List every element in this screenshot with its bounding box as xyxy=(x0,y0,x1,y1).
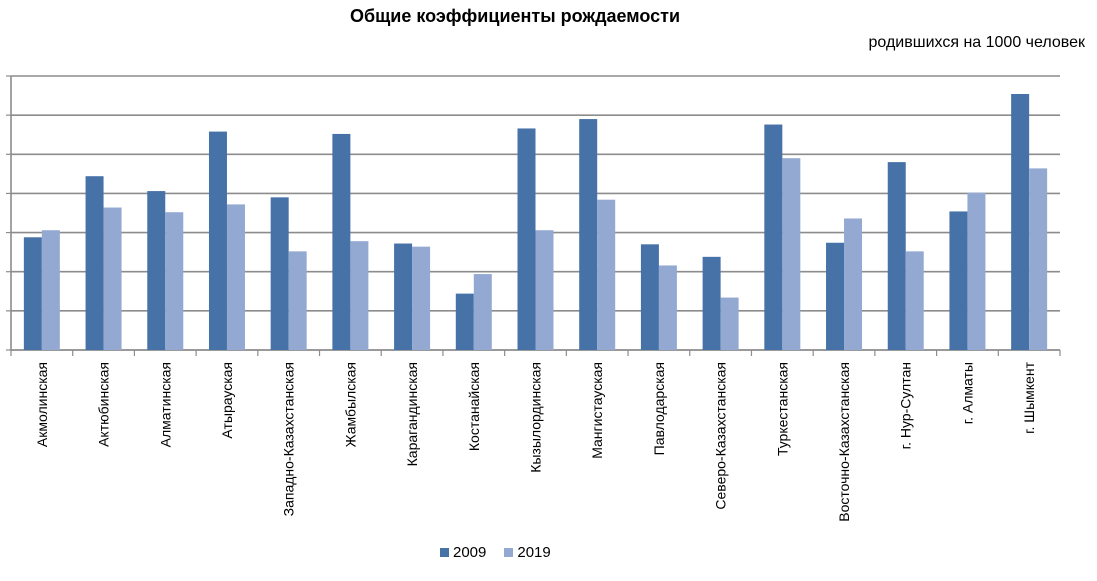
bar-2009-6 xyxy=(394,243,413,350)
category-label: г. Шымкент xyxy=(1021,361,1037,433)
bar-2009-0 xyxy=(23,237,42,350)
category-label: Алматинская xyxy=(157,362,173,447)
category-label: Актюбинская xyxy=(96,362,112,447)
bar-2009-10 xyxy=(640,244,659,350)
bar-2009-11 xyxy=(702,256,721,350)
category-label: Павлодарская xyxy=(651,362,667,455)
bar-2009-8 xyxy=(517,128,536,350)
category-label: Карагандинская xyxy=(404,362,420,466)
bar-2019-8 xyxy=(535,230,554,350)
legend-item-2019: 2019 xyxy=(504,544,551,561)
bar-2009-1 xyxy=(85,176,104,350)
category-label: г. Алматы xyxy=(959,362,975,424)
bar-2009-16 xyxy=(1011,94,1030,351)
bar-2019-14 xyxy=(905,251,924,350)
bar-2019-12 xyxy=(782,158,801,350)
bar-2019-9 xyxy=(597,199,616,350)
legend-swatch-2019 xyxy=(504,548,514,557)
bar-2009-7 xyxy=(455,293,474,350)
bar-2019-15 xyxy=(967,192,986,350)
category-label: г. Нур-Султан xyxy=(898,362,914,449)
chart-title: Общие коэффициенты рождаемости xyxy=(349,6,681,26)
category-label: Мангистауская xyxy=(589,362,605,459)
bar-2019-13 xyxy=(844,218,863,350)
category-label: Туркестанская xyxy=(774,362,790,456)
legend: 2009 2019 xyxy=(440,544,569,561)
chart-subtitle: родившихся на 1000 человек xyxy=(868,34,1085,51)
bar-2009-12 xyxy=(764,124,783,350)
legend-label-2009: 2009 xyxy=(453,544,487,561)
bar-2009-3 xyxy=(208,131,227,350)
bar-2019-6 xyxy=(412,246,431,350)
category-label: Северо-Казахстанская xyxy=(713,362,729,510)
category-label: Костанайская xyxy=(466,362,482,451)
legend-item-2009: 2009 xyxy=(440,544,486,561)
category-label: Жамбылская xyxy=(342,362,358,447)
legend-swatch-2009 xyxy=(440,548,449,557)
bar-2019-16 xyxy=(1029,168,1048,350)
bar-2019-4 xyxy=(288,251,307,350)
bar-2009-13 xyxy=(826,242,845,350)
bar-2009-5 xyxy=(332,133,351,350)
bar-2009-9 xyxy=(579,119,598,350)
category-label: Восточно-Казахстанская xyxy=(836,362,852,522)
bar-2019-2 xyxy=(165,212,184,350)
bar-2009-15 xyxy=(949,211,968,350)
bar-2019-3 xyxy=(226,204,245,350)
bar-2009-14 xyxy=(887,162,906,350)
bar-2019-5 xyxy=(350,241,369,350)
category-label: Кызылординская xyxy=(528,362,544,473)
category-label: Западно-Казахстанская xyxy=(281,362,297,516)
category-label: Акмолинская xyxy=(34,362,50,447)
bar-2019-1 xyxy=(103,207,122,350)
bar-2009-2 xyxy=(147,191,166,350)
bar-2019-10 xyxy=(658,265,677,350)
bar-2019-11 xyxy=(720,297,739,350)
category-label: Атырауская xyxy=(219,362,235,439)
legend-label-2019: 2019 xyxy=(517,544,551,561)
bar-2009-4 xyxy=(270,197,289,350)
bar-2019-0 xyxy=(41,230,60,350)
bar-2019-7 xyxy=(473,274,492,350)
